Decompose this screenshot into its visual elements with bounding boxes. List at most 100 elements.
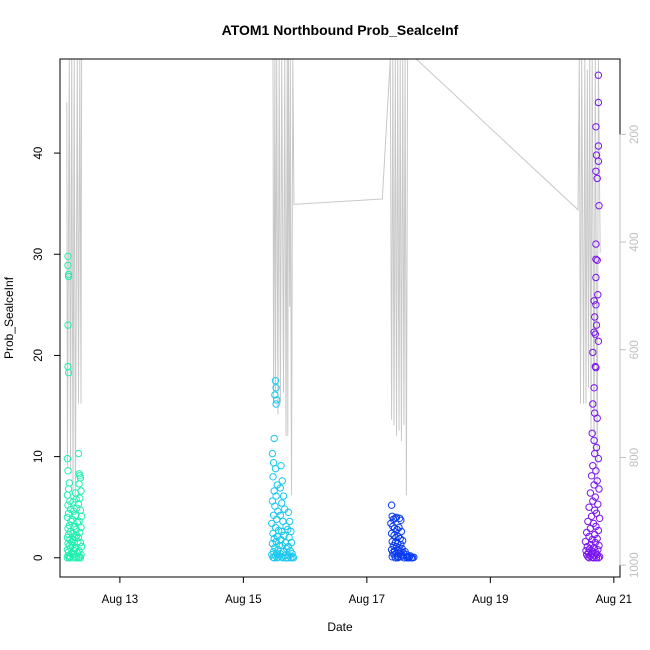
data-point (592, 255, 600, 263)
data-point (74, 449, 83, 458)
data-point (594, 291, 602, 299)
data-point (276, 484, 285, 492)
x-tick-label: Aug 13 (102, 594, 138, 606)
data-point (594, 500, 602, 508)
data-point (272, 400, 280, 408)
x-tick-label: Aug 19 (472, 594, 508, 606)
data-point (592, 554, 601, 562)
data-point (593, 174, 601, 183)
y2-tick-label: 200 (629, 125, 641, 144)
data-point (592, 301, 600, 309)
data-point (393, 525, 401, 534)
data-point (75, 480, 83, 488)
data-point (74, 554, 83, 562)
data-point (594, 526, 603, 535)
data-point (395, 514, 404, 522)
data-point (65, 479, 74, 487)
data-point (589, 400, 597, 408)
data-point (592, 123, 600, 131)
data-point (63, 491, 72, 499)
data-point (268, 519, 276, 528)
data-point (64, 368, 73, 377)
series-1 (63, 252, 86, 562)
x-tick-label: Aug 17 (349, 594, 385, 606)
data-point (278, 477, 286, 485)
y-axis-label: Prob_SealceInf (2, 276, 16, 359)
data-point (395, 523, 403, 532)
data-point (394, 532, 402, 541)
y2-tick-label: 600 (629, 340, 641, 359)
data-point (592, 240, 600, 248)
data-point (271, 465, 280, 473)
data-point (387, 529, 396, 538)
y2-tick-label: 1000 (629, 552, 641, 578)
data-point (594, 157, 603, 165)
data-point (76, 528, 84, 537)
data-point (588, 429, 596, 437)
data-point (594, 142, 603, 150)
data-point (76, 538, 85, 547)
data-point (594, 71, 603, 79)
data-point (590, 481, 598, 489)
y2-tick-label: 800 (629, 448, 641, 467)
data-point (289, 554, 298, 562)
data-point (595, 541, 603, 550)
data-point (585, 503, 593, 511)
data-point (284, 508, 293, 516)
chart-title: ATOM1 Northbound Prob_SealceInf (222, 22, 459, 38)
data-point (590, 297, 598, 305)
data-point (590, 384, 598, 392)
y-tick-label: 30 (33, 248, 45, 261)
data-point (586, 524, 595, 533)
data-point (588, 553, 596, 561)
data-point (587, 512, 596, 520)
data-point (589, 348, 597, 357)
data-point (64, 485, 73, 493)
data-point (581, 537, 590, 546)
data-point (584, 553, 592, 561)
x-axis-label: Date (327, 620, 353, 634)
data-point (592, 467, 600, 475)
data-point (397, 516, 405, 524)
data-point (74, 500, 83, 508)
data-point (591, 493, 599, 501)
data-point (277, 462, 285, 470)
data-point (595, 202, 603, 210)
data-point (278, 499, 286, 507)
data-point (595, 514, 604, 522)
secondary-y-axis: 200 400 600 800 1000 (619, 125, 641, 578)
data-point (593, 256, 601, 264)
data-point (284, 542, 293, 551)
data-point (595, 485, 603, 493)
data-point (64, 321, 72, 329)
plot-frame (59, 58, 621, 578)
data-point (590, 436, 598, 445)
data-point (593, 414, 601, 422)
data-point (586, 489, 595, 497)
data-point (270, 434, 278, 443)
data-point (64, 270, 73, 279)
data-point (64, 509, 73, 517)
data-point (64, 467, 72, 475)
data-point (269, 473, 277, 481)
data-point (276, 511, 285, 519)
x-tick-label: Aug 21 (596, 594, 632, 606)
data-point (405, 553, 414, 561)
data-point (592, 273, 600, 282)
data-point (64, 272, 73, 281)
data-point (268, 449, 277, 458)
data-point (279, 492, 288, 500)
data-point (271, 391, 279, 399)
data-point (75, 517, 83, 526)
data-point (585, 554, 593, 562)
data-point (274, 507, 282, 515)
data-point (77, 542, 86, 551)
depth-line (66, 58, 601, 501)
y2-tick-label: 400 (629, 233, 641, 252)
series-2 (268, 377, 298, 562)
data-point (591, 330, 599, 338)
data-point (76, 554, 85, 562)
data-point (284, 554, 292, 562)
data-point (590, 544, 598, 552)
